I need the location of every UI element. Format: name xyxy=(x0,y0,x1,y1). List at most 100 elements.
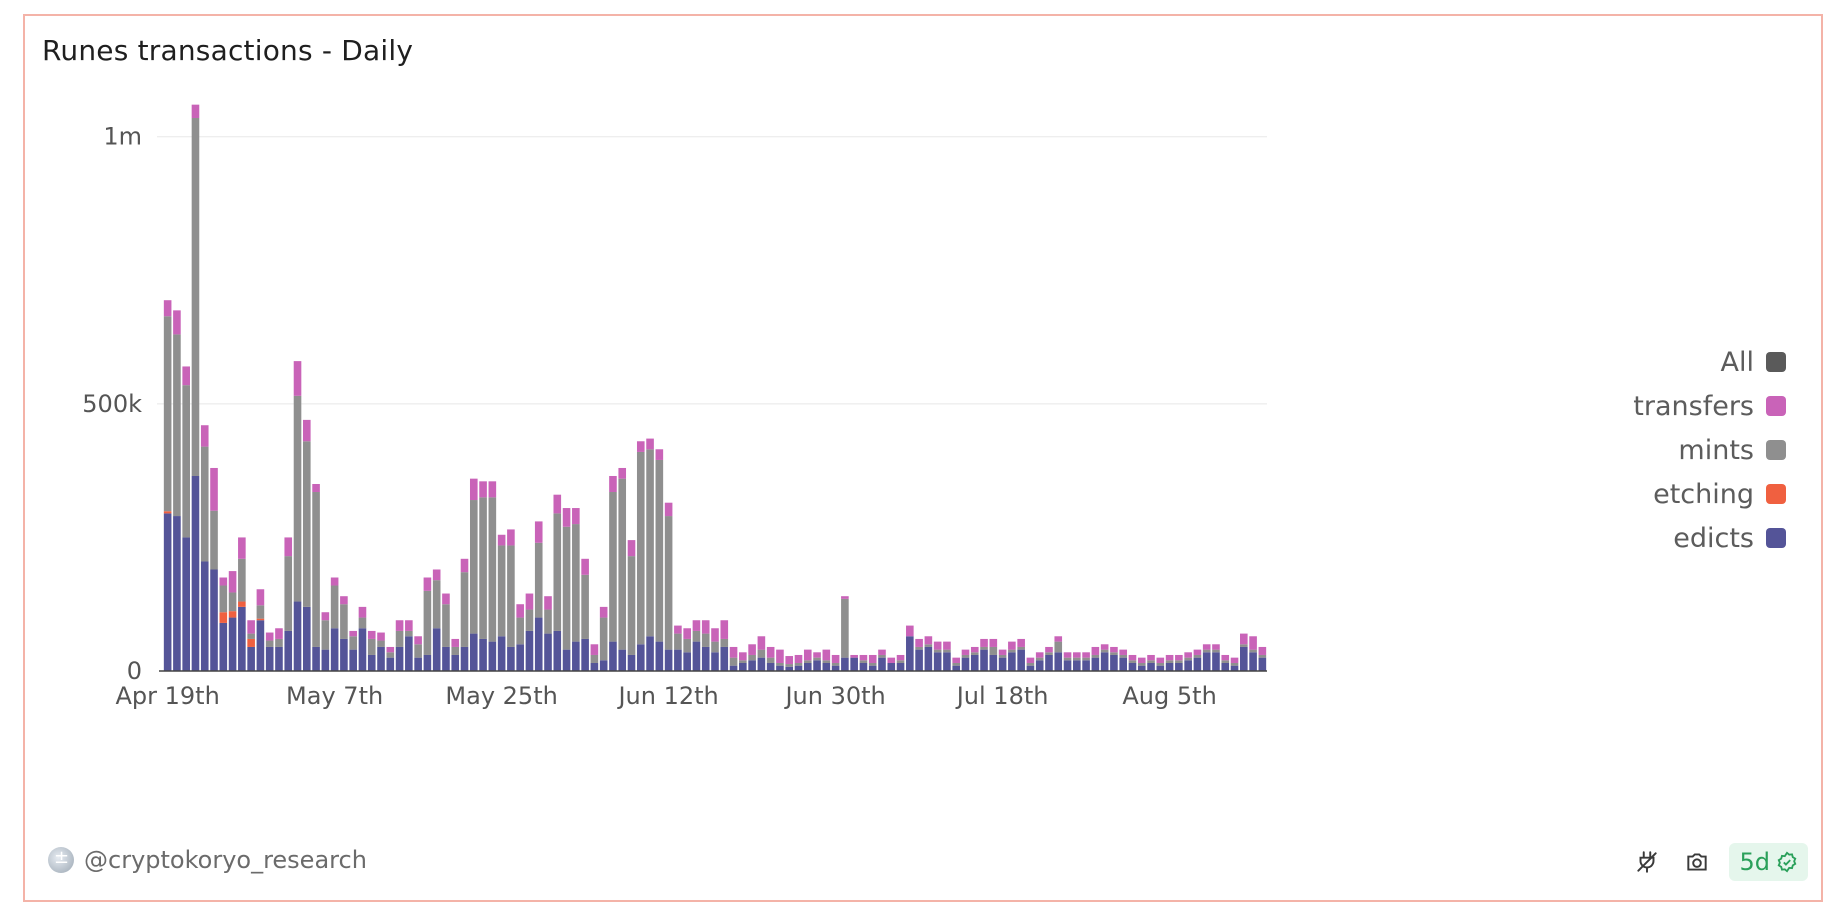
bar-segment-edicts xyxy=(284,630,293,671)
bar-segment-etching xyxy=(219,612,228,623)
bar-segment-edicts xyxy=(1165,662,1174,671)
bar-segment-edicts xyxy=(878,657,886,671)
bar-segment-mints xyxy=(841,598,849,658)
bar-segment-edicts xyxy=(831,665,840,671)
bar-segment-mints xyxy=(1063,657,1072,661)
bar-segment-mints xyxy=(831,662,840,666)
refresh-badge[interactable]: 5d xyxy=(1729,843,1808,881)
bar-segment-edicts xyxy=(627,654,636,671)
bar-segment-mints xyxy=(395,630,404,647)
bar-segment-edicts xyxy=(488,641,497,671)
bar-segment-mints xyxy=(516,617,524,645)
bar-segment-mints xyxy=(1156,662,1165,666)
bar-segment-mints xyxy=(655,459,664,642)
bar-segment-mints xyxy=(785,664,794,667)
bar-segment-mints xyxy=(1137,662,1146,666)
bar-segment-transfers xyxy=(451,638,460,647)
bar-segment-edicts xyxy=(850,657,858,671)
bar-segment-transfers xyxy=(1073,652,1081,658)
bar-segment-edicts xyxy=(432,628,441,671)
bar-segment-mints xyxy=(636,451,645,645)
bar-segment-mints xyxy=(776,662,784,666)
bar-segment-transfers xyxy=(256,589,265,606)
bar-segment-transfers xyxy=(1240,633,1248,645)
bar-segment-edicts xyxy=(683,652,691,671)
bar-segment-edicts xyxy=(544,633,552,671)
legend-item-all[interactable]: All xyxy=(1633,340,1786,384)
bar-segment-transfers xyxy=(683,628,691,639)
bar-segment-edicts xyxy=(479,638,487,671)
legend-item-mints[interactable]: mints xyxy=(1633,428,1786,472)
bar-segment-edicts xyxy=(766,662,775,671)
bar-segment-mints xyxy=(748,654,756,661)
author-credit[interactable]: @cryptokoryo_research xyxy=(48,846,367,874)
bar-segment-edicts xyxy=(841,657,849,671)
bar-segment-mints xyxy=(1128,660,1137,663)
bar-segment-edicts xyxy=(1035,660,1044,671)
bar-segment-transfers xyxy=(163,300,172,317)
legend-swatch xyxy=(1766,484,1786,504)
bar-segment-edicts xyxy=(720,646,729,671)
legend-item-edicts[interactable]: edicts xyxy=(1633,516,1786,560)
legend-item-etching[interactable]: etching xyxy=(1633,472,1786,516)
legend: All transfers mints etching edicts xyxy=(1633,340,1786,560)
bar-segment-transfers xyxy=(757,636,766,650)
bar-segment-edicts xyxy=(312,646,320,671)
bar-segment-mints xyxy=(1230,662,1239,666)
bar-segment-transfers xyxy=(1230,657,1239,663)
bar-segment-mints xyxy=(674,633,682,650)
bar-segment-edicts xyxy=(442,646,450,671)
legend-label: mints xyxy=(1678,434,1754,466)
bar-segment-edicts xyxy=(1110,654,1118,671)
bar-segment-mints xyxy=(1212,649,1220,653)
x-tick-label: Jun 12th xyxy=(616,682,718,710)
bar-segment-edicts xyxy=(210,569,218,671)
bar-segment-edicts xyxy=(1193,657,1202,671)
bar-segment-edicts xyxy=(1175,662,1183,671)
bar-segment-transfers xyxy=(1212,644,1220,650)
bar-segment-transfers xyxy=(906,625,914,637)
bar-segment-transfers xyxy=(1054,636,1063,642)
bar-segment-edicts xyxy=(757,657,766,671)
legend-label: edicts xyxy=(1673,522,1754,554)
camera-icon[interactable] xyxy=(1679,844,1715,880)
bar-segment-edicts xyxy=(887,662,896,671)
bar-segment-edicts xyxy=(302,606,311,671)
bar-segment-transfers xyxy=(850,654,858,658)
bar-segment-mints xyxy=(173,334,181,517)
bar-segment-mints xyxy=(757,649,766,658)
bar-segment-edicts xyxy=(636,644,645,671)
bar-segment-transfers xyxy=(293,361,302,396)
bar-segment-transfers xyxy=(173,310,181,335)
bar-segment-edicts xyxy=(989,654,998,671)
bar-segment-mints xyxy=(1240,644,1248,647)
bar-segment-mints xyxy=(739,660,747,663)
x-tick-label: Apr 19th xyxy=(115,682,219,710)
legend-item-transfers[interactable]: transfers xyxy=(1633,384,1786,428)
bar-segment-mints xyxy=(1073,657,1081,661)
bar-segment-mints xyxy=(200,446,209,562)
bar-segment-mints xyxy=(952,662,961,666)
bar-segment-mints xyxy=(191,118,200,476)
badge-label: 5d xyxy=(1739,848,1770,876)
plug-icon[interactable] xyxy=(1629,844,1665,880)
bar-segment-transfers xyxy=(358,606,367,618)
bar-segment-transfers xyxy=(618,467,627,479)
bar-segment-mints xyxy=(1175,660,1183,663)
bar-segment-edicts xyxy=(275,646,283,671)
bar-segment-edicts xyxy=(163,513,172,671)
bar-segment-edicts xyxy=(219,622,228,671)
bar-segment-edicts xyxy=(906,636,914,671)
bar-segment-transfers xyxy=(1258,646,1267,655)
bar-segment-transfers xyxy=(200,425,209,447)
bar-segment-edicts xyxy=(293,601,302,671)
bar-segment-edicts xyxy=(497,636,506,671)
bar-segment-transfers xyxy=(646,438,654,450)
y-tick-label: 1m xyxy=(103,123,142,151)
bar-segment-transfers xyxy=(1110,646,1118,653)
bar-segment-transfers xyxy=(674,625,682,634)
bar-segment-edicts xyxy=(924,646,933,671)
bar-segment-transfers xyxy=(275,628,283,639)
bar-segment-mints xyxy=(896,660,905,663)
bar-segment-transfers xyxy=(432,569,441,581)
